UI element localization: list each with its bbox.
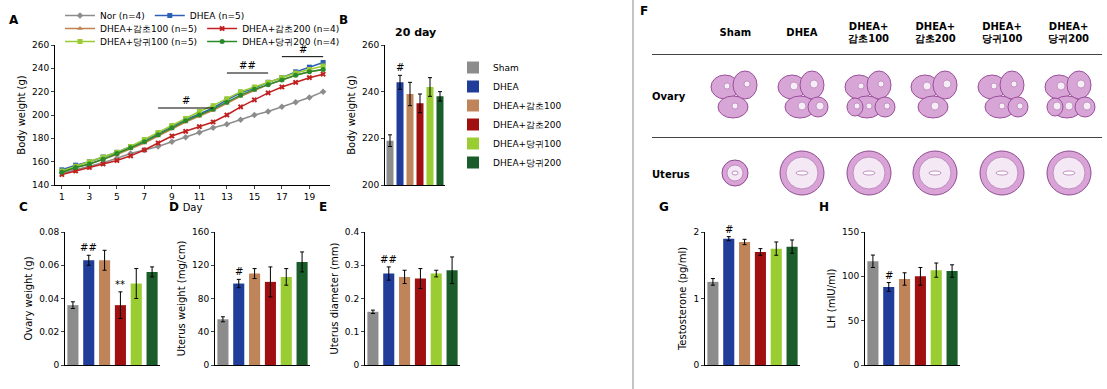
html-text:DHEA+: DHEA+ [915,21,956,32]
html-text:Uterus: Uterus [652,168,690,180]
svg-text:1: 1 [59,192,65,202]
svg-text:0.04: 0.04 [39,294,59,304]
html-text:DHEA+: DHEA+ [982,21,1022,32]
svg-text:240: 240 [362,87,379,97]
html-text:DHEA: DHEA [786,27,818,38]
svg-text:DHEA+감초100: DHEA+감초100 [493,101,562,111]
svg-text:DHEA+감초200 (n=4): DHEA+감초200 (n=4) [242,24,339,34]
svg-text:180: 180 [32,133,49,143]
html-text:감초100: 감초100 [848,33,890,44]
svg-text:260: 260 [362,40,379,50]
svg-text:0.06: 0.06 [39,260,59,270]
svg-text:DHEA: DHEA [493,82,519,92]
svg-text:0.2: 0.2 [345,294,359,304]
svg-text:DHEA+당귀100: DHEA+당귀100 [493,139,562,149]
svg-text:**: ** [115,279,125,290]
svg-text:160: 160 [32,157,49,167]
svg-text:200: 200 [32,110,49,120]
svg-text:0.1: 0.1 [345,327,359,337]
svg-text:9: 9 [169,192,175,202]
svg-text:DHEA+당귀200: DHEA+당귀200 [493,158,562,168]
svg-text:DHEA+감초200: DHEA+감초200 [493,120,562,130]
svg-text:0.08: 0.08 [39,227,59,237]
svg-text:19: 19 [304,192,316,202]
svg-text:40: 40 [198,327,210,337]
svg-text:Testosterone (pg/ml): Testosterone (pg/ml) [677,247,688,351]
svg-text:Ovary weight (g): Ovary weight (g) [23,256,34,340]
svg-text:80: 80 [198,294,210,304]
svg-text:160: 160 [192,227,209,237]
svg-text:240: 240 [32,63,49,73]
svg-text:17: 17 [276,192,287,202]
svg-text:220: 220 [362,133,379,143]
svg-text:0.4: 0.4 [345,227,360,237]
svg-text:##: ## [380,254,397,265]
svg-text:15: 15 [249,192,260,202]
svg-text:#: # [885,270,893,281]
svg-text:100: 100 [842,271,859,281]
svg-text:1: 1 [693,294,699,304]
svg-text:Sham: Sham [493,63,519,73]
svg-text:E: E [319,200,327,214]
svg-text:#: # [182,95,190,106]
svg-text:11: 11 [194,192,205,202]
html-text:DHEA+: DHEA+ [848,21,889,32]
svg-text:G: G [659,200,669,214]
html-text:감초200: 감초200 [914,33,956,44]
svg-text:Nor (n=4): Nor (n=4) [100,11,145,21]
svg-text:7: 7 [142,192,148,202]
svg-text:DHEA+당귀200 (n=4): DHEA+당귀200 (n=4) [242,37,339,47]
svg-text:C: C [19,200,28,214]
svg-text:3: 3 [87,192,93,202]
svg-text:20 day: 20 day [395,26,436,39]
svg-text:DHEA+감초100 (n=5): DHEA+감초100 (n=5) [100,24,197,34]
svg-text:#: # [235,266,243,277]
svg-text:Day: Day [183,202,203,213]
html-text:Ovary: Ovary [652,90,686,102]
svg-text:200: 200 [362,180,379,190]
svg-text:#: # [396,62,404,73]
svg-text:2: 2 [693,227,699,237]
svg-text:D: D [169,200,179,214]
svg-text:120: 120 [192,260,209,270]
html-text:DHEA+: DHEA+ [1048,21,1089,32]
svg-text:#: # [725,224,733,235]
svg-text:H: H [819,200,829,214]
svg-text:0: 0 [693,360,699,370]
svg-text:13: 13 [221,192,232,202]
svg-text:B: B [339,13,348,27]
svg-text:220: 220 [32,87,49,97]
svg-text:##: ## [80,242,97,253]
svg-text:150: 150 [842,227,859,237]
svg-text:50: 50 [848,316,860,326]
svg-text:LH (mIU/ml): LH (mIU/ml) [826,268,837,328]
html-text:Sham: Sham [719,27,752,38]
svg-text:0: 0 [53,360,59,370]
html-text:F: F [640,4,649,18]
svg-text:Uterus weight (mg/cm): Uterus weight (mg/cm) [176,241,187,357]
svg-text:Body weight (g): Body weight (g) [16,75,27,155]
svg-text:0: 0 [353,360,359,370]
svg-text:DHEA+당귀100 (n=5): DHEA+당귀100 (n=5) [100,37,197,47]
svg-text:0: 0 [203,360,209,370]
svg-text:260: 260 [32,40,49,50]
svg-text:DHEA (n=5): DHEA (n=5) [190,11,244,21]
svg-text:0: 0 [853,360,859,370]
svg-text:Body weight (g): Body weight (g) [346,75,357,155]
svg-text:5: 5 [114,192,120,202]
html-text:당귀200: 당귀200 [1048,33,1090,44]
svg-text:Uterus diameter (mm): Uterus diameter (mm) [329,242,340,354]
svg-text:140: 140 [32,180,49,190]
svg-text:#: # [299,44,307,55]
svg-text:0.02: 0.02 [39,327,59,337]
svg-text:0.3: 0.3 [345,260,359,270]
svg-text:##: ## [239,60,256,71]
html-text:당귀100: 당귀100 [981,33,1023,44]
svg-text:A: A [9,13,19,27]
